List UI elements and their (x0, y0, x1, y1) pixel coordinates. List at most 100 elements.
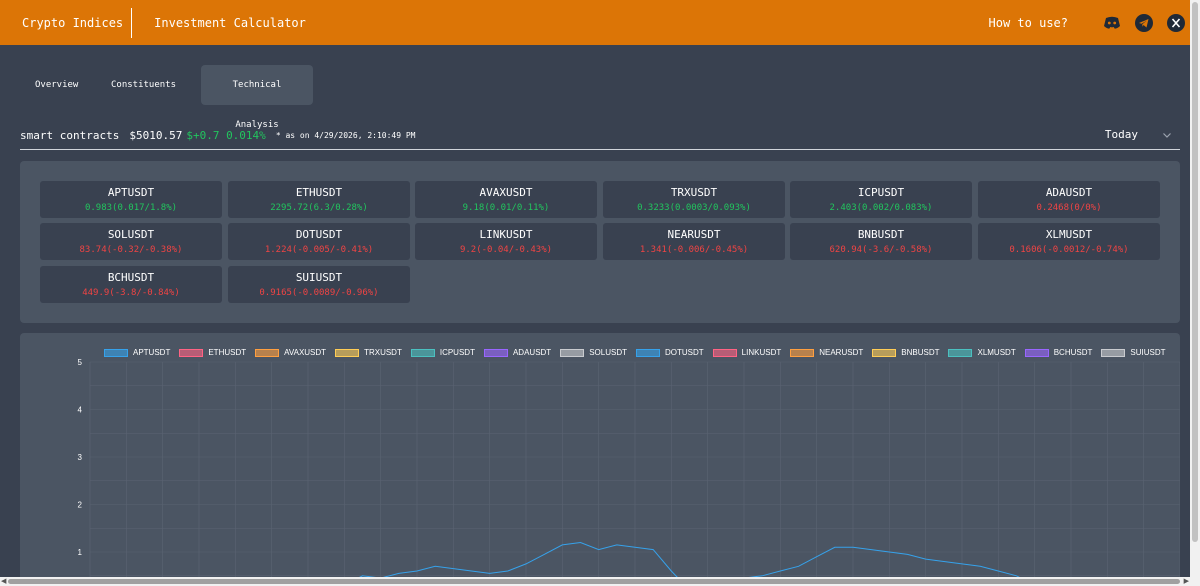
legend-item-solusdt[interactable]: SOLUSDT (560, 348, 627, 357)
scroll-right-icon[interactable]: ▶ (1183, 577, 1189, 585)
ticker-card-nearusdt[interactable]: NEARUSDT 1.341(-0.006/-0.45%) (603, 223, 785, 260)
as-of-timestamp: * as on 4/29/2026, 2:10:49 PM (275, 131, 416, 140)
y-tick-label: 3 (78, 453, 83, 462)
period-select-value: Today (1104, 128, 1138, 141)
legend-label: NEARUSDT (819, 348, 864, 357)
y-tick-label: 2 (78, 501, 83, 510)
legend-swatch (179, 348, 204, 357)
ticker-card-icpusdt[interactable]: ICPUSDT 2.403(0.002/0.083%) (790, 181, 972, 218)
legend-item-icpusdt[interactable]: ICPUSDT (410, 348, 475, 357)
index-summary-bar: smart contracts $5010.57 $+0.7 0.014% * … (20, 122, 1180, 150)
constituent-cards-panel: APTUSDT 0.983(0.017/1.8%) ETHUSDT 2295.72(6… (20, 161, 1180, 323)
ticker-card-adausdt[interactable]: ADAUSDT 0.2468(0/0%) (978, 181, 1160, 218)
telegram-icon[interactable] (1134, 13, 1154, 33)
legend-swatch (790, 348, 815, 357)
ticker-card-solusdt[interactable]: SOLUSDT 83.74(-0.32/-0.38%) (40, 223, 222, 260)
legend-item-bnbusdt[interactable]: BNBUSDT (872, 348, 939, 357)
ticker-card-avaxusdt[interactable]: AVAXUSDT 9.18(0.01/0.11%) (415, 181, 597, 218)
ticker-symbol: NEARUSDT (667, 228, 721, 241)
ticker-symbol: BCHUSDT (107, 271, 155, 284)
index-name: smart contracts (20, 129, 120, 142)
legend-swatch (335, 348, 360, 357)
ticker-card-trxusdt[interactable]: TRXUSDT 0.3233(0.0003/0.093%) (603, 181, 785, 218)
legend-label: ETHUSDT (208, 348, 247, 357)
legend-item-avaxusdt[interactable]: AVAXUSDT (255, 348, 326, 357)
brand-link[interactable]: Crypto Indices (0, 7, 133, 38)
legend-swatch (483, 348, 508, 357)
ticker-symbol: SOLUSDT (107, 228, 155, 241)
ticker-card-bnbusdt[interactable]: BNBUSDT 620.94(-3.6/-0.58%) (790, 223, 972, 260)
index-change: $+0.7 0.014% (186, 129, 266, 142)
ticker-value: 449.9(-3.8/-0.84%) (82, 288, 180, 298)
investment-calculator-link[interactable]: Investment Calculator (154, 15, 306, 30)
chart-legend: APTUSDT ETHUSDT AVAXUSDT TRXUSDT ICPUSDT ADAU… (104, 348, 1175, 357)
legend-item-bchusdt[interactable]: BCHUSDT (1024, 348, 1093, 357)
ticker-card-aptusdt[interactable]: APTUSDT 0.983(0.017/1.8%) (40, 181, 222, 218)
ticker-symbol: XLMUSDT (1045, 228, 1093, 241)
navbar-right: How to use? (989, 0, 1186, 45)
ticker-card-xlmusdt[interactable]: XLMUSDT 0.1606(-0.0012/-0.74%) (978, 223, 1160, 260)
legend-item-adausdt[interactable]: ADAUSDT (483, 348, 551, 357)
legend-item-aptusdt[interactable]: APTUSDT (104, 348, 170, 357)
legend-label: TRXUSDT (364, 348, 402, 357)
x-icon[interactable] (1166, 13, 1186, 33)
ticker-value: 0.2468(0/0%) (1036, 203, 1102, 213)
ticker-card-bchusdt[interactable]: BCHUSDT 449.9(-3.8/-0.84%) (40, 266, 222, 303)
legend-swatch (104, 348, 128, 357)
legend-item-suiusdt[interactable]: SUIUSDT (1101, 348, 1166, 357)
tab-technical-analysis[interactable]: Technical Analysis (201, 65, 313, 130)
ticker-symbol: BNBUSDT (857, 228, 905, 241)
legend-swatch (636, 348, 660, 357)
legend-swatch (560, 348, 585, 357)
legend-item-ethusdt[interactable]: ETHUSDT (179, 348, 246, 357)
how-to-use-link[interactable]: How to use? (988, 15, 1068, 30)
tab-overview[interactable]: Overview (35, 80, 79, 90)
ticker-value: 0.9165(-0.0089/-0.96%) (259, 288, 379, 298)
ticker-card-ethusdt[interactable]: ETHUSDT 2295.72(6.3/0.28%) (228, 181, 410, 218)
legend-label: SUIUSDT (1130, 348, 1166, 357)
ticker-symbol: ICPUSDT (857, 186, 905, 199)
ticker-symbol: TRXUSDT (670, 186, 718, 199)
horizontal-scrollbar[interactable]: ◀ ▶ (0, 577, 1190, 586)
legend-swatch (255, 348, 280, 357)
top-navbar: Crypto Indices Investment Calculator How… (0, 0, 1200, 45)
technical-chart-panel: APTUSDT ETHUSDT AVAXUSDT TRXUSDT ICPUSDT ADAU… (20, 333, 1180, 586)
ticker-value: 620.94(-3.6/-0.58%) (829, 245, 933, 255)
index-price: $5010.57 (129, 129, 183, 142)
legend-item-nearusdt[interactable]: NEARUSDT (790, 348, 863, 357)
vertical-scrollbar[interactable] (1190, 0, 1200, 586)
legend-label: LINKUSDT (741, 348, 782, 357)
legend-label: DOTUSDT (665, 348, 704, 357)
discord-icon[interactable] (1102, 13, 1122, 33)
ticker-value: 0.983(0.017/1.8%) (84, 203, 178, 213)
ticker-value: 0.1606(-0.0012/-0.74%) (1009, 245, 1129, 255)
legend-item-linkusdt[interactable]: LINKUSDT (712, 348, 782, 357)
legend-swatch (948, 348, 973, 357)
legend-item-xlmusdt[interactable]: XLMUSDT (948, 348, 1016, 357)
legend-swatch (712, 348, 737, 357)
legend-label: BNBUSDT (901, 348, 940, 357)
ticker-value: 9.18(0.01/0.11%) (462, 203, 550, 213)
legend-swatch (872, 348, 897, 357)
tab-constituents[interactable]: Constituents (110, 80, 177, 90)
series-line-aptusdt (342, 541, 1149, 586)
ticker-value: 9.2(-0.04/-0.43%) (459, 245, 553, 255)
period-select[interactable]: Today (1105, 128, 1172, 141)
ticker-card-linkusdt[interactable]: LINKUSDT 9.2(-0.04/-0.43%) (415, 223, 597, 260)
ticker-value: 1.341(-0.006/-0.45%) (639, 245, 749, 255)
ticker-value: 2295.72(6.3/0.28%) (270, 203, 368, 213)
tab-bar: Overview Constituents Technical Analysis (20, 65, 313, 130)
legend-item-trxusdt[interactable]: TRXUSDT (335, 348, 402, 357)
ticker-value: 83.74(-0.32/-0.38%) (79, 245, 183, 255)
ticker-symbol: ADAUSDT (1045, 186, 1093, 199)
y-tick-label: 5 (78, 358, 83, 367)
ticker-card-dotusdt[interactable]: DOTUSDT 1.224(-0.005/-0.41%) (228, 223, 410, 260)
legend-item-dotusdt[interactable]: DOTUSDT (636, 348, 704, 357)
ticker-symbol: LINKUSDT (479, 228, 533, 241)
legend-label: XLMUSDT (977, 348, 1016, 357)
scroll-left-icon[interactable]: ◀ (1, 577, 7, 585)
legend-label: ICPUSDT (439, 348, 475, 357)
legend-label: AVAXUSDT (284, 348, 327, 357)
ticker-card-suiusdt[interactable]: SUIUSDT 0.9165(-0.0089/-0.96%) (228, 266, 410, 303)
legend-label: BCHUSDT (1053, 348, 1093, 357)
